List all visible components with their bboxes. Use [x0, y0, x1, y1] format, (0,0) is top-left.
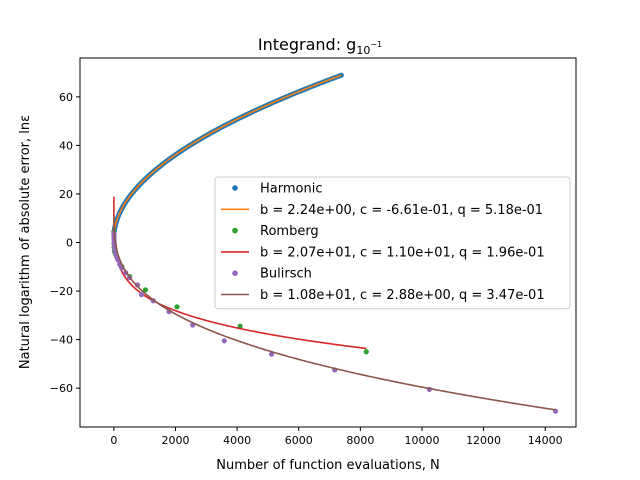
- legend-marker: [232, 185, 238, 191]
- fit-line: [113, 216, 556, 411]
- fit-curve: [113, 216, 556, 411]
- x-axis-ticks: 0 2000 4000 6000 8000 10000 12000 14000: [110, 427, 563, 447]
- x-tick-label: 6000: [285, 434, 313, 447]
- y-tick-label: 20: [59, 188, 73, 201]
- legend-entry: b = 2.24e+00, c = -6.61e-01, q = 5.18e-0…: [221, 203, 543, 218]
- legend: Harmonic b = 2.24e+00, c = -6.61e-01, q =…: [214, 176, 571, 310]
- legend-entry: b = 1.08e+01, c = 2.88e+00, q = 3.47e-01: [221, 288, 545, 303]
- y-tick-label: −20: [50, 285, 73, 298]
- y-tick-label: −60: [50, 382, 73, 395]
- fit-curve: [113, 74, 342, 238]
- legend-marker: [232, 270, 238, 277]
- x-tick-label: 12000: [466, 434, 501, 447]
- x-tick-label: 4000: [223, 434, 251, 447]
- data-point: [174, 304, 180, 310]
- data-point: [142, 287, 149, 293]
- plot-area: [79, 57, 577, 428]
- legend-label: b = 2.24e+00, c = -6.61e-01, q = 5.18e-0…: [260, 203, 543, 218]
- x-tick-label: 14000: [528, 434, 563, 447]
- legend-box: [214, 176, 571, 310]
- x-axis-label: Number of function evaluations, N: [216, 458, 439, 473]
- legend-entry: Bulirsch: [232, 267, 312, 282]
- data-point: [221, 338, 227, 344]
- y-axis-ticks: −60 −40 −20 0 20 40 60: [50, 91, 80, 395]
- y-tick-label: 60: [59, 91, 73, 104]
- data-point: [363, 349, 369, 355]
- y-axis-label: Natural logarithm of absolute error, lnε: [18, 115, 33, 369]
- x-tick-label: 2000: [162, 434, 190, 447]
- legend-entry: Romberg: [232, 224, 319, 239]
- x-tick-label: 8000: [346, 434, 374, 447]
- legend-label: b = 1.08e+01, c = 2.88e+00, q = 3.47e-01: [260, 288, 545, 303]
- legend-label: b = 2.07e+01, c = 1.10e+01, q = 1.96e-01: [260, 245, 545, 260]
- legend-label: Bulirsch: [260, 267, 312, 282]
- legend-label: Romberg: [260, 224, 319, 239]
- legend-entry: b = 2.07e+01, c = 1.10e+01, q = 1.96e-01: [221, 245, 545, 260]
- fit-line: [113, 74, 342, 238]
- y-tick-label: −40: [50, 334, 73, 347]
- legend-marker: [232, 227, 238, 234]
- data-point: [138, 292, 145, 298]
- x-tick-label: 10000: [404, 434, 439, 447]
- y-tick-label: 40: [59, 139, 73, 152]
- chart-title: Integrand: g10−1: [258, 35, 382, 57]
- data-point: [134, 282, 141, 288]
- series-layer: [111, 72, 559, 414]
- y-tick-label: 0: [66, 237, 73, 250]
- x-tick-label: 0: [110, 434, 117, 447]
- legend-entry: Harmonic: [232, 182, 322, 197]
- legend-label: Harmonic: [260, 182, 322, 197]
